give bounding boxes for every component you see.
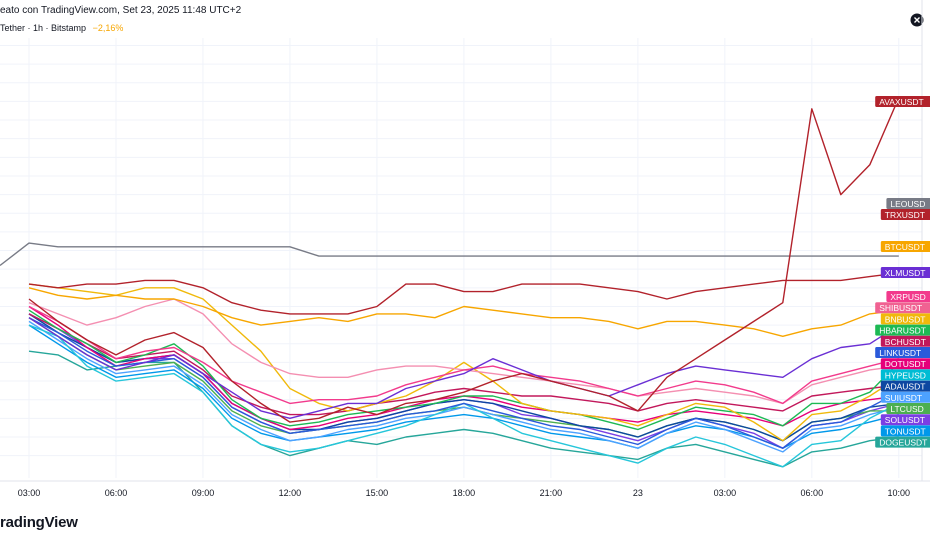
axis-tag-xrpusd: XRPUSD (886, 291, 930, 302)
x-tick-label: 15:00 (366, 488, 389, 498)
series-line-avaxusdt[interactable] (28, 97, 900, 423)
tradingview-logo-text: radingView (0, 514, 78, 531)
axis-tag-dotusdt: DOTUSDT (880, 358, 930, 369)
axis-tag-label: BCHUSDT (885, 337, 926, 347)
x-axis: 03:00 06:00 09:00 12:00 15:00 18:00 21:00 23 03:… (0, 0, 930, 498)
axis-tag-ltcusd: LTCUSD (886, 403, 930, 414)
series-line-xrpusd[interactable] (28, 305, 899, 405)
x-tick-label: 18:00 (453, 488, 476, 498)
axis-tag-bnbusdt: BNBUSDT (880, 313, 930, 324)
axis-tag-solusdt: SOLUSDT (880, 414, 930, 425)
chart-caption: eato con TradingView.com, Set 23, 2025 1… (0, 5, 242, 16)
axis-tag-label: AVAXUSDT (879, 97, 924, 107)
axis-tag-label: BNBUSDT (885, 314, 926, 324)
close-icon[interactable] (910, 13, 924, 27)
x-tick-label: 23 (633, 488, 643, 498)
axis-tag-label: TRXUSDT (885, 210, 925, 220)
x-tick-label: 12:00 (279, 488, 302, 498)
axis-tag-avaxusdt: AVAXUSDT (875, 96, 930, 107)
axis-tag-linkusdt: LINKUSDT (875, 347, 930, 358)
axis-tag-tonusdt: TONUSDT (880, 425, 930, 436)
axis-tag-xlmusdt: XLMUSDT (880, 267, 930, 278)
axis-tag-label: SHIBUSDT (879, 303, 922, 313)
series-line-btcusdt[interactable] (28, 287, 899, 337)
x-tick-label: 09:00 (192, 488, 215, 498)
axis-tag-label: LEOUSD (890, 199, 925, 209)
axis-tag-label: HBARUSDT (879, 326, 926, 336)
axis-tag-label: XLMUSDT (885, 268, 926, 278)
axis-tag-btcusdt: BTCUSDT (880, 241, 930, 252)
axis-tag-suiusdt: SUIUSDT (880, 391, 930, 403)
axis-tag-label: SOLUSDT (885, 415, 925, 425)
axis-tag-hypeusd: HYPEUSD (880, 369, 930, 380)
axis-tag-leousd: LEOUSD (886, 198, 930, 209)
axis-tag-adausdt: ADAUSDT (880, 380, 930, 392)
series-line-bnbusdt[interactable] (28, 283, 900, 442)
x-tick-label: 03:00 (714, 488, 737, 498)
x-tick-label: 10:00 (888, 488, 911, 498)
axis-tag-hbarusdt: HBARUSDT (875, 324, 930, 336)
axis-tag-label: LTCUSD (890, 404, 923, 414)
axis-tag-label: LINKUSDT (879, 348, 921, 358)
series-line-suiusdt[interactable] (28, 320, 899, 453)
symbol-legend: Tether · 1h · Bitstamp −2,16% (0, 23, 123, 33)
series-line-xlmusdt[interactable] (28, 317, 900, 419)
symbol-change: −2,16% (92, 23, 124, 33)
axis-tag-label: DOTUSDT (885, 359, 926, 369)
chart-lines (0, 97, 900, 468)
series-line-leousd[interactable] (0, 242, 899, 267)
axis-tag-dogeusdt: DOGEUSDT (875, 436, 930, 448)
axis-tag-label: SUIUSDT (885, 393, 922, 403)
x-tick-label: 06:00 (801, 488, 824, 498)
axis-tag-label: HYPEUSD (885, 370, 926, 380)
x-tick-label: 06:00 (105, 488, 128, 498)
symbol-name: Tether · 1h · Bitstamp (0, 23, 87, 33)
series-line-trxusdt[interactable] (28, 272, 899, 315)
axis-tag-trxusdt: TRXUSDT (880, 209, 930, 220)
series-line-hbarusdt[interactable] (28, 309, 900, 431)
axis-tag-label: XRPUSD (890, 292, 925, 302)
axis-tag-label: TONUSDT (885, 426, 926, 436)
axis-tag-bchusdt: BCHUSDT (880, 335, 930, 347)
x-tick-label: 21:00 (540, 488, 563, 498)
series-line-bchusdt[interactable] (28, 313, 899, 416)
axis-tag-shibusdt: SHIBUSDT (875, 302, 930, 313)
axis-tag-label: DOGEUSDT (879, 438, 927, 448)
axis-tag-label: BTCUSDT (885, 242, 925, 252)
x-tick-label: 03:00 (18, 488, 41, 498)
series-line-linkusdt[interactable] (28, 317, 900, 449)
chart-grid (0, 38, 922, 478)
axis-tag-label: ADAUSDT (885, 382, 926, 392)
